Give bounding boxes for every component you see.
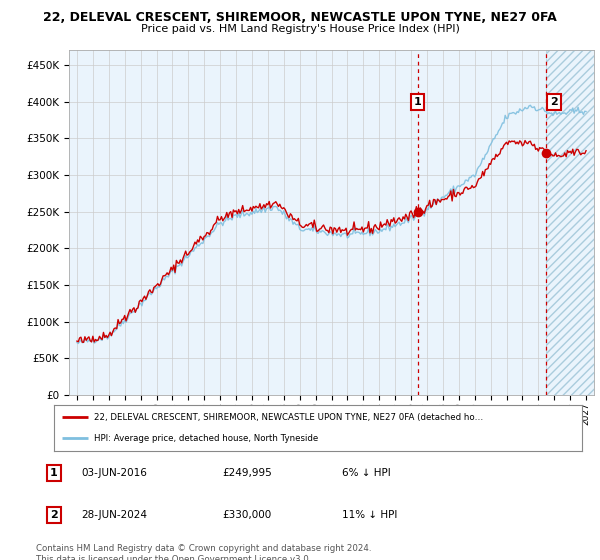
Text: 1: 1: [50, 468, 58, 478]
Text: 11% ↓ HPI: 11% ↓ HPI: [342, 510, 397, 520]
Text: 1: 1: [414, 97, 422, 107]
Text: £249,995: £249,995: [222, 468, 272, 478]
Text: £330,000: £330,000: [222, 510, 271, 520]
Text: Price paid vs. HM Land Registry's House Price Index (HPI): Price paid vs. HM Land Registry's House …: [140, 24, 460, 34]
Text: 28-JUN-2024: 28-JUN-2024: [81, 510, 147, 520]
Text: HPI: Average price, detached house, North Tyneside: HPI: Average price, detached house, Nort…: [94, 434, 318, 443]
Text: 2: 2: [550, 97, 558, 107]
Text: 22, DELEVAL CRESCENT, SHIREMOOR, NEWCASTLE UPON TYNE, NE27 0FA: 22, DELEVAL CRESCENT, SHIREMOOR, NEWCAST…: [43, 11, 557, 24]
Text: 22, DELEVAL CRESCENT, SHIREMOOR, NEWCASTLE UPON TYNE, NE27 0FA (detached ho…: 22, DELEVAL CRESCENT, SHIREMOOR, NEWCAST…: [94, 413, 483, 422]
Text: 6% ↓ HPI: 6% ↓ HPI: [342, 468, 391, 478]
Text: 03-JUN-2016: 03-JUN-2016: [81, 468, 147, 478]
Text: 2: 2: [50, 510, 58, 520]
Text: Contains HM Land Registry data © Crown copyright and database right 2024.
This d: Contains HM Land Registry data © Crown c…: [36, 544, 371, 560]
